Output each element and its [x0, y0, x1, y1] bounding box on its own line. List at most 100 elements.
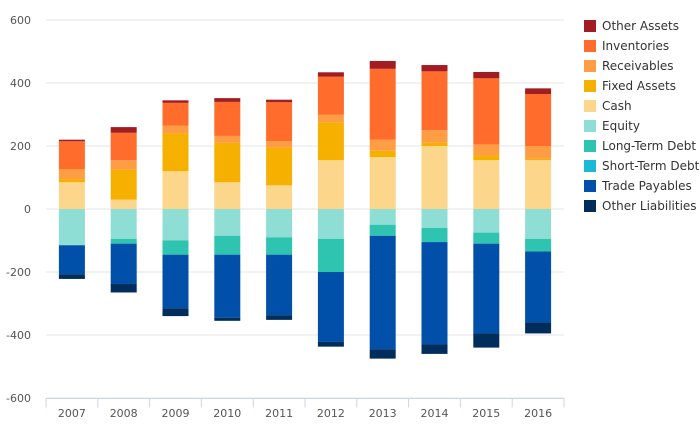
legend-item[interactable]: Other Liabilities — [584, 196, 700, 216]
bar-segment[interactable] — [317, 160, 344, 209]
bar-segment[interactable] — [473, 78, 500, 145]
bar-segment[interactable] — [525, 251, 552, 323]
bar-segment[interactable] — [266, 141, 293, 148]
legend-item[interactable]: Receivables — [584, 56, 700, 76]
bar-segment[interactable] — [525, 88, 552, 95]
bar-segment[interactable] — [162, 209, 189, 241]
bar-segment[interactable] — [214, 209, 241, 236]
bar-segment[interactable] — [266, 99, 293, 103]
bar-segment[interactable] — [421, 71, 448, 131]
bar-segment[interactable] — [110, 127, 137, 133]
bar-segment[interactable] — [162, 125, 189, 134]
bar-segment[interactable] — [421, 130, 448, 143]
bar-segment[interactable] — [525, 238, 552, 252]
bar-segment[interactable] — [421, 227, 448, 243]
bar-segment[interactable] — [525, 160, 552, 209]
bar-segment[interactable] — [369, 68, 396, 140]
bar-segment[interactable] — [214, 254, 241, 318]
bar-segment[interactable] — [473, 232, 500, 244]
bar-segment[interactable] — [214, 135, 241, 143]
bar-segment[interactable] — [162, 254, 189, 309]
bar-segment[interactable] — [266, 185, 293, 209]
bar-segment[interactable] — [266, 254, 293, 316]
bar-segment[interactable] — [369, 224, 396, 236]
bar-segment[interactable] — [58, 139, 85, 142]
bar-segment[interactable] — [317, 341, 344, 347]
bar-segment[interactable] — [110, 199, 137, 209]
bar-segment[interactable] — [369, 139, 396, 151]
bar-segment[interactable] — [214, 98, 241, 102]
bar-segment[interactable] — [317, 114, 344, 123]
bar-segment[interactable] — [421, 209, 448, 228]
bar-segment[interactable] — [369, 60, 396, 69]
bar-segment[interactable] — [369, 150, 396, 158]
bar-segment[interactable] — [525, 209, 552, 239]
bar-segment[interactable] — [58, 168, 85, 180]
legend-item[interactable]: Equity — [584, 116, 700, 136]
bar-segment[interactable] — [266, 315, 293, 320]
bar-segment[interactable] — [214, 182, 241, 209]
bar-segment[interactable] — [266, 209, 293, 238]
bar-segment[interactable] — [421, 242, 448, 345]
bar-segment[interactable] — [317, 238, 344, 272]
bar-segment[interactable] — [162, 100, 189, 103]
bar-segment[interactable] — [525, 322, 552, 334]
bar-segment[interactable] — [421, 146, 448, 209]
bar-segment[interactable] — [110, 160, 137, 170]
bar-segment[interactable] — [58, 182, 85, 209]
bar-segment[interactable] — [317, 272, 344, 342]
bar-segment[interactable] — [525, 94, 552, 146]
bar-segment[interactable] — [58, 209, 85, 246]
bar-segment[interactable] — [162, 133, 189, 172]
bar-segment[interactable] — [421, 344, 448, 354]
bar-segment[interactable] — [110, 238, 137, 244]
bar-segment[interactable] — [473, 209, 500, 233]
bar-segment[interactable] — [317, 122, 344, 161]
bar-segment[interactable] — [473, 160, 500, 209]
bar-segment[interactable] — [58, 274, 85, 279]
bar-segment[interactable] — [110, 283, 137, 293]
bar-segment[interactable] — [110, 169, 137, 200]
bar-segment[interactable] — [266, 147, 293, 186]
legend-item[interactable]: Long-Term Debt — [584, 136, 700, 156]
bar-segment[interactable] — [58, 179, 85, 183]
bar-segment[interactable] — [369, 209, 396, 225]
bar-segment[interactable] — [110, 132, 137, 161]
bar-segment[interactable] — [162, 171, 189, 209]
bar-segment[interactable] — [473, 243, 500, 334]
bar-segment[interactable] — [473, 333, 500, 348]
bar-segment[interactable] — [369, 349, 396, 359]
bar-segment[interactable] — [266, 237, 293, 255]
legend-item[interactable]: Short-Term Debt — [584, 156, 700, 176]
bar-segment[interactable] — [317, 72, 344, 77]
bar-segment[interactable] — [473, 155, 500, 161]
bar-segment[interactable] — [369, 157, 396, 209]
bar-segment[interactable] — [162, 102, 189, 126]
bar-segment[interactable] — [525, 158, 552, 161]
bar-segment[interactable] — [162, 308, 189, 317]
bar-segment[interactable] — [369, 235, 396, 350]
bar-segment[interactable] — [214, 142, 241, 183]
bar-segment[interactable] — [317, 76, 344, 115]
bar-segment[interactable] — [317, 209, 344, 239]
bar-segment[interactable] — [214, 235, 241, 255]
bar-segment[interactable] — [214, 317, 241, 321]
legend-item[interactable]: Other Assets — [584, 16, 700, 36]
legend-item[interactable]: Trade Payables — [584, 176, 700, 196]
bar-segment[interactable] — [162, 240, 189, 255]
legend-item[interactable]: Inventories — [584, 36, 700, 56]
bar-segment[interactable] — [214, 101, 241, 136]
bar-segment[interactable] — [473, 144, 500, 156]
legend-item[interactable]: Cash — [584, 96, 700, 116]
bar-segment[interactable] — [421, 142, 448, 146]
bar-segment[interactable] — [110, 209, 137, 239]
legend-item[interactable]: Fixed Assets — [584, 76, 700, 96]
bar-segment[interactable] — [421, 65, 448, 72]
bar-segment[interactable] — [58, 141, 85, 169]
bar-segment[interactable] — [266, 102, 293, 142]
bar-segment[interactable] — [525, 146, 552, 159]
bar-segment[interactable] — [110, 243, 137, 284]
bar-segment[interactable] — [473, 71, 500, 79]
bar-segment[interactable] — [58, 245, 85, 275]
chart-legend: Other Assets Inventories Receivables Fixed … — [584, 16, 700, 216]
